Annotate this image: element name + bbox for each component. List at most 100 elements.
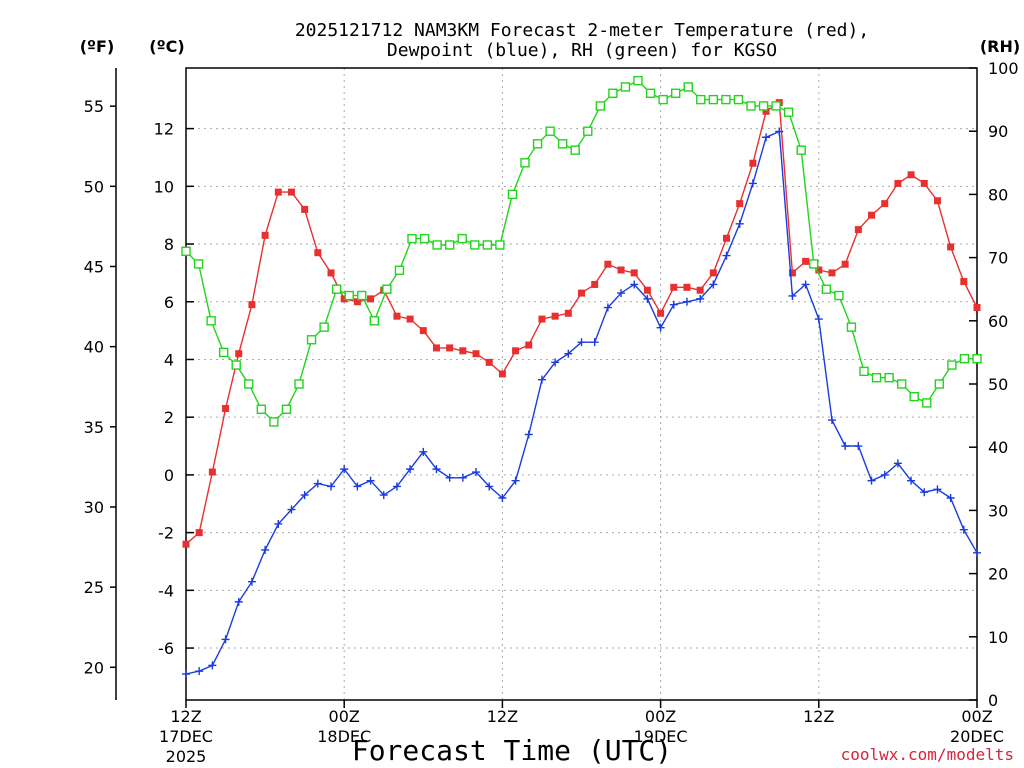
x-tick-label-time: 00Z: [329, 707, 360, 726]
celsius-tick-label: 12: [154, 120, 174, 139]
temperature-point: [406, 315, 414, 323]
rh-point: [771, 101, 781, 111]
temperature-point: [947, 243, 955, 251]
rh-tick-label: 50: [988, 375, 1008, 394]
dewpoint-point: [907, 476, 916, 485]
x-tick-label-year: 2025: [166, 747, 207, 766]
series-line: [185, 79, 977, 423]
rh-point: [394, 265, 405, 275]
rh-point: [683, 82, 693, 92]
rh-tick-label: 20: [988, 565, 1008, 584]
rh-point: [947, 360, 957, 370]
rh-point: [570, 145, 580, 155]
rh-tick-label: 30: [988, 501, 1008, 520]
dewpoint-point: [722, 251, 731, 260]
temperature-point: [868, 211, 876, 219]
dewpoint-point: [300, 491, 309, 500]
rh-point: [670, 88, 681, 98]
rh-tick-label: 10: [988, 628, 1008, 647]
rh-point: [909, 391, 919, 402]
dewpoint-point: [537, 375, 546, 384]
fahrenheit-tick-label: 55: [84, 97, 104, 116]
temperature-point: [630, 269, 638, 277]
dewpoint-point: [458, 473, 467, 482]
temperature-point: [828, 269, 836, 277]
rh-point: [419, 233, 430, 244]
fahrenheit-tick-label: 30: [84, 498, 104, 517]
dewpoint-point: [590, 338, 599, 347]
rh-point: [645, 88, 656, 98]
temperature-point: [973, 304, 981, 312]
rh-point: [218, 347, 229, 358]
temperature-point: [709, 269, 717, 277]
rh-point: [884, 372, 894, 383]
rh-point: [432, 240, 442, 250]
dewpoint-point: [617, 289, 626, 298]
unit-fahrenheit-label: (ºF): [80, 37, 115, 56]
x-tick-label-time: 00Z: [645, 707, 676, 726]
temperature-point: [670, 283, 678, 291]
temperature-point: [788, 269, 796, 277]
temperature-point: [762, 107, 770, 115]
temperature-point: [881, 200, 889, 208]
temperature-point: [274, 188, 282, 196]
rh-point: [620, 82, 631, 92]
dewpoint-point: [577, 338, 586, 347]
fahrenheit-tick-label: 45: [84, 257, 104, 276]
dewpoint-point: [854, 442, 863, 451]
temperature-point: [933, 197, 941, 205]
rh-point: [331, 284, 342, 294]
rh-point: [696, 94, 706, 105]
fahrenheit-tick-label: 50: [84, 177, 104, 196]
temperature-point: [446, 344, 454, 352]
celsius-tick-label: 2: [164, 408, 174, 427]
dewpoint-point: [261, 545, 270, 554]
rh-point: [633, 75, 643, 86]
temperature-point: [512, 347, 520, 355]
dewpoint-point: [669, 300, 678, 309]
temperature-point: [723, 234, 731, 242]
temperature-point: [472, 350, 480, 358]
temperature-point: [854, 226, 862, 234]
rh-tick-label: 100: [988, 59, 1019, 78]
rh-tick-label: 60: [988, 312, 1008, 331]
rh-point: [821, 284, 832, 294]
rh-point: [344, 290, 354, 301]
dewpoint-point: [221, 635, 230, 644]
temperature-point: [340, 295, 348, 303]
dewpoint-point: [801, 280, 810, 289]
temperature-point: [525, 341, 533, 349]
temperature-point: [287, 188, 295, 196]
celsius-tick-label: 10: [154, 177, 174, 196]
fahrenheit-tick-label: 40: [84, 338, 104, 357]
rh-tick-label: 80: [988, 185, 1008, 204]
rh-point: [532, 139, 543, 149]
dewpoint-point: [973, 548, 981, 557]
dewpoint-point: [551, 358, 560, 367]
temperature-point: [353, 298, 361, 306]
x-tick-label-time: 00Z: [961, 707, 992, 726]
celsius-tick-label: 0: [164, 466, 174, 485]
temperature-point: [485, 358, 493, 366]
plot-frame: [185, 67, 978, 701]
dewpoint-point: [313, 479, 322, 488]
rh-point: [369, 316, 380, 326]
dewpoint-point: [709, 280, 718, 289]
dewpoint-point: [880, 470, 889, 479]
temperature-point: [815, 266, 823, 274]
dewpoint-point: [432, 465, 441, 474]
temperature-point: [841, 260, 849, 268]
dewpoint-point: [946, 493, 955, 502]
celsius-tick-label: -4: [158, 581, 174, 600]
dewpoint-point: [327, 482, 336, 491]
rh-point: [733, 94, 744, 105]
unit-rh-label: (RH): [980, 37, 1020, 56]
rh-point: [557, 139, 568, 149]
rh-point: [294, 379, 304, 389]
temperature-point: [235, 350, 243, 358]
dewpoint-point: [814, 315, 823, 324]
rh-point: [545, 126, 555, 136]
celsius-tick-label: -2: [158, 524, 174, 543]
rh-point: [658, 94, 668, 105]
dewpoint-point: [485, 482, 494, 491]
